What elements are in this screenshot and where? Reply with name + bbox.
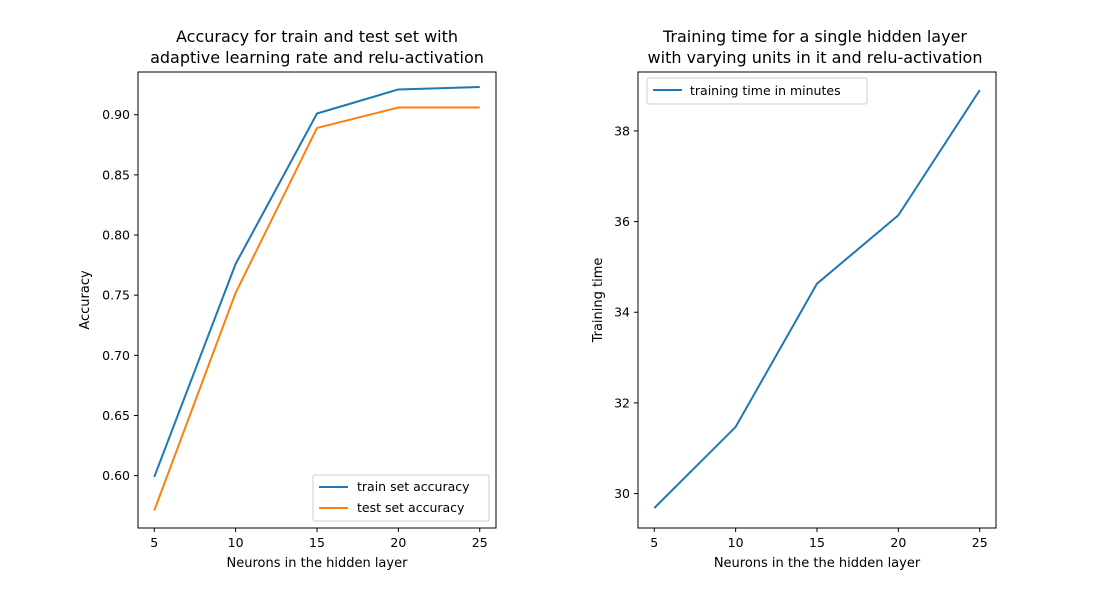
y-tick-label: 32 [614,395,630,410]
y-tick-label: 0.85 [102,167,130,182]
series-lines [153,86,480,511]
y-ticks: 30 32 34 36 38 [614,123,638,501]
plot-frame [137,71,497,529]
y-tick-label: 0.65 [102,408,130,423]
x-tick-label: 15 [809,535,825,550]
series-lines [653,89,981,509]
y-tick-label: 0.70 [102,348,130,363]
x-tick-label: 5 [650,535,658,550]
chart-title-line1: Training time for a single hidden layer [662,27,967,46]
legend-label-train: train set accuracy [357,479,470,494]
x-ticks: 5 10 15 20 25 [650,528,988,550]
x-tick-label: 20 [890,535,906,550]
x-tick-label: 10 [728,535,744,550]
series-line-2 [153,106,480,511]
legend: training time in minutes [646,77,868,105]
x-tick-label: 25 [472,535,488,550]
y-tick-label: 36 [614,214,630,229]
legend-label-test: test set accuracy [357,500,465,515]
series-line-1 [653,89,981,509]
y-ticks: 0.60 0.65 0.70 0.75 0.80 0.85 0.90 [102,107,138,483]
x-tick-label: 20 [390,535,406,550]
training-time-chart: Training time for a single hidden layer … [591,27,997,571]
legend-box [646,77,868,105]
legend-box [312,474,490,522]
chart-title-line1: Accuracy for train and test set with [176,27,458,46]
x-tick-label: 5 [150,535,158,550]
y-tick-label: 34 [614,305,630,320]
x-tick-label: 25 [972,535,988,550]
accuracy-chart: Accuracy for train and test set with ada… [78,27,497,571]
series-line-1 [153,86,480,478]
plot-frame [637,71,997,529]
x-tick-label: 10 [228,535,244,550]
x-tick-label: 15 [309,535,325,550]
x-axis-label: Neurons in the hidden layer [227,556,409,571]
chart-title-line2: with varying units in it and relu-activa… [648,48,983,67]
y-tick-label: 0.60 [102,468,130,483]
x-axis-label: Neurons in the the hidden layer [714,556,921,571]
y-axis-label: Accuracy [78,270,93,330]
chart-title-line2: adaptive learning rate and relu-activati… [150,48,484,67]
legend-label-time: training time in minutes [690,83,841,98]
legend: train set accuracy test set accuracy [312,474,490,522]
y-tick-label: 0.75 [102,288,130,303]
y-tick-label: 38 [614,123,630,138]
y-tick-label: 0.90 [102,107,130,122]
y-tick-label: 30 [614,486,630,501]
x-ticks: 5 10 15 20 25 [150,528,488,550]
y-tick-label: 0.80 [102,228,130,243]
y-axis-label: Training time [591,258,606,344]
